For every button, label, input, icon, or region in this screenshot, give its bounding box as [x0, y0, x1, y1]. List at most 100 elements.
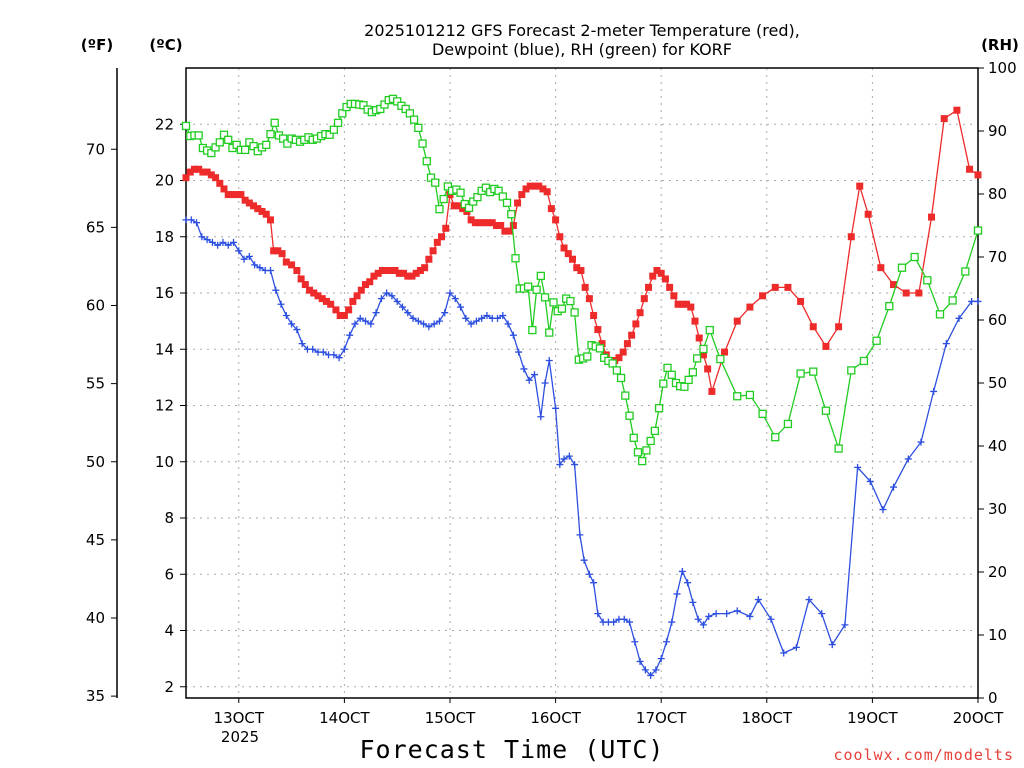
data-point	[388, 292, 396, 300]
data-point	[560, 244, 568, 252]
data-point	[754, 596, 762, 604]
data-point	[733, 607, 741, 615]
data-point	[457, 303, 465, 311]
fahrenheit-tick-label: 55	[86, 375, 105, 393]
data-point	[647, 672, 655, 679]
data-point	[193, 219, 201, 227]
data-point	[425, 255, 433, 263]
data-point	[232, 140, 241, 150]
data-point	[330, 351, 338, 359]
data-point	[657, 655, 665, 663]
data-point	[594, 610, 602, 618]
data-point	[530, 182, 538, 190]
data-point	[439, 194, 448, 204]
data-point	[224, 241, 232, 249]
data-point	[409, 115, 419, 124]
data-point	[501, 227, 509, 235]
data-point	[293, 267, 301, 274]
data-point	[783, 419, 793, 429]
data-point	[408, 272, 416, 280]
data-point	[274, 247, 282, 255]
data-point	[668, 618, 676, 626]
data-point	[683, 300, 691, 308]
data-point	[431, 178, 440, 187]
gridlines	[186, 68, 978, 698]
data-point	[723, 610, 731, 618]
data-point	[266, 216, 274, 224]
chart-title-line1: 2025101212 GFS Forecast 2-meter Temperat…	[364, 21, 800, 40]
data-point	[219, 238, 227, 246]
data-point	[340, 345, 348, 353]
x-tick-label: 17OCT	[636, 709, 687, 727]
fahrenheit-tick-label: 70	[86, 140, 105, 158]
data-point	[541, 379, 549, 387]
data-point	[705, 325, 714, 335]
data-point	[441, 309, 449, 317]
data-point	[528, 325, 537, 335]
data-point	[818, 610, 826, 618]
data-point	[233, 191, 241, 199]
data-point	[583, 352, 592, 361]
data-point	[577, 267, 585, 274]
data-point	[636, 657, 644, 665]
data-point	[329, 125, 338, 134]
data-point	[621, 391, 630, 400]
data-point	[571, 461, 579, 469]
data-point	[576, 531, 584, 539]
data-point	[746, 303, 754, 311]
data-point	[585, 295, 593, 303]
data-point	[974, 171, 982, 179]
data-point	[443, 182, 453, 191]
data-point	[409, 314, 417, 322]
rh-unit-label: (RH)	[981, 36, 1019, 54]
data-point	[467, 320, 475, 328]
data-point	[283, 139, 292, 148]
data-point	[245, 252, 253, 260]
data-point	[657, 269, 665, 277]
data-point	[256, 264, 264, 272]
data-point	[678, 567, 686, 575]
data-point	[809, 323, 817, 331]
data-point	[194, 131, 203, 140]
data-point	[674, 300, 682, 308]
data-point	[942, 340, 950, 348]
data-point	[298, 340, 306, 348]
data-point	[573, 264, 581, 272]
data-point	[480, 219, 488, 227]
data-point	[414, 317, 422, 325]
data-point	[694, 615, 702, 623]
data-point	[322, 297, 330, 305]
fahrenheit-tick-label: 50	[86, 453, 105, 471]
data-point	[653, 267, 661, 274]
data-point	[666, 283, 674, 291]
data-point	[610, 618, 618, 626]
data-point	[404, 309, 412, 317]
data-point	[543, 188, 551, 196]
data-point	[556, 233, 564, 241]
data-point	[539, 185, 547, 193]
data-point	[509, 331, 517, 339]
data-point	[632, 320, 640, 328]
data-point	[902, 289, 910, 297]
data-point	[580, 556, 588, 564]
x-tick-label: 16OCT	[530, 709, 581, 727]
data-point	[356, 314, 364, 322]
rh-tick-label: 0	[988, 689, 998, 707]
data-point	[890, 281, 898, 289]
data-point	[612, 366, 621, 375]
data-point	[670, 292, 678, 300]
data-point	[245, 199, 253, 207]
celsius-tick-label: 18	[155, 228, 174, 246]
data-point	[661, 275, 669, 283]
data-point	[366, 278, 374, 286]
data-point	[318, 295, 326, 303]
celsius-tick-label: 14	[155, 340, 174, 358]
plot-frame	[185, 67, 979, 699]
data-point	[336, 312, 344, 319]
data-point	[631, 638, 639, 646]
data-point	[564, 250, 572, 258]
data-point	[492, 222, 500, 229]
rh-tick-label: 80	[988, 185, 1007, 203]
data-point	[641, 666, 649, 674]
data-point	[625, 411, 634, 420]
